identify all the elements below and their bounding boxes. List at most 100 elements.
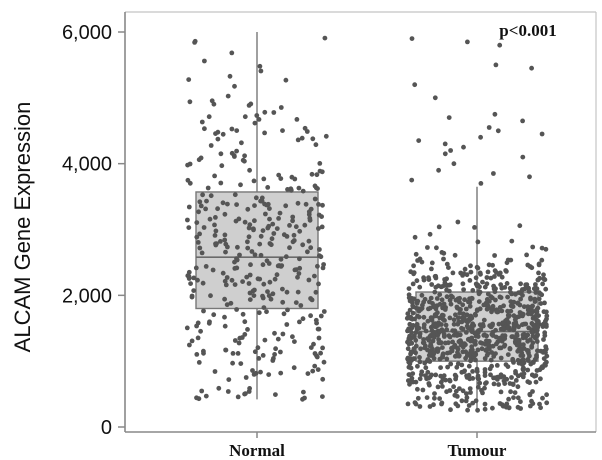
y-tick-label: 2,000 xyxy=(62,285,112,307)
data-point-outlier xyxy=(478,134,483,140)
data-point xyxy=(224,302,230,308)
data-point xyxy=(406,286,412,291)
data-point xyxy=(191,288,197,293)
data-point xyxy=(429,260,435,266)
data-point xyxy=(314,320,319,326)
data-point xyxy=(285,307,290,313)
data-point xyxy=(300,242,306,248)
data-point xyxy=(210,267,216,273)
data-point xyxy=(220,270,226,276)
data-point xyxy=(467,300,473,305)
data-point xyxy=(308,345,314,350)
box-iqr xyxy=(195,191,319,310)
data-point xyxy=(240,279,246,284)
data-point xyxy=(456,353,462,358)
data-point xyxy=(504,260,510,266)
data-point xyxy=(511,299,517,305)
data-point xyxy=(534,309,540,315)
data-point xyxy=(516,290,522,295)
data-point xyxy=(222,237,228,243)
data-point xyxy=(213,228,219,234)
data-point xyxy=(536,296,542,302)
data-point xyxy=(290,218,295,224)
data-point xyxy=(443,322,449,328)
data-point xyxy=(278,370,284,376)
data-point xyxy=(222,232,228,238)
data-point xyxy=(504,269,509,274)
data-point xyxy=(463,355,468,361)
data-point xyxy=(454,394,460,399)
data-point xyxy=(537,401,542,407)
data-point-outlier xyxy=(495,128,501,134)
data-point xyxy=(502,381,508,386)
data-point xyxy=(455,315,461,321)
data-point xyxy=(505,352,511,357)
data-point xyxy=(281,311,287,317)
data-point xyxy=(444,327,450,333)
data-point xyxy=(492,253,497,258)
data-point xyxy=(493,334,499,340)
data-point xyxy=(283,254,289,260)
data-point xyxy=(220,131,226,137)
data-point xyxy=(313,289,319,295)
data-point xyxy=(447,315,453,321)
data-point xyxy=(515,395,521,401)
data-point xyxy=(417,284,423,290)
data-point xyxy=(214,241,219,247)
data-point xyxy=(534,339,540,344)
data-point xyxy=(500,333,506,338)
data-point-outlier xyxy=(442,151,448,157)
data-point xyxy=(527,353,532,359)
data-point xyxy=(538,376,543,382)
data-point xyxy=(498,355,504,361)
data-point xyxy=(186,77,192,82)
data-point xyxy=(261,176,267,182)
data-point xyxy=(423,328,429,334)
data-point xyxy=(262,130,267,136)
data-point xyxy=(274,272,280,278)
data-point xyxy=(296,271,302,276)
data-point xyxy=(505,294,510,300)
data-point xyxy=(301,389,306,395)
data-point xyxy=(186,204,192,210)
data-point xyxy=(440,345,445,350)
data-point xyxy=(405,356,410,362)
data-point xyxy=(469,295,475,301)
data-point xyxy=(478,340,483,346)
data-point xyxy=(237,252,242,258)
data-point xyxy=(278,176,284,182)
data-point xyxy=(532,325,538,330)
data-point xyxy=(530,333,536,339)
data-point xyxy=(186,269,192,275)
data-point xyxy=(457,295,462,301)
data-point xyxy=(511,313,517,319)
data-point xyxy=(470,369,475,374)
data-point xyxy=(292,176,298,182)
data-point xyxy=(472,330,477,336)
data-point xyxy=(497,345,502,351)
data-point xyxy=(444,389,449,395)
data-point xyxy=(542,277,548,283)
data-point xyxy=(526,325,532,331)
data-point xyxy=(544,400,550,406)
data-point xyxy=(223,347,229,353)
data-point xyxy=(222,278,228,284)
data-point xyxy=(504,281,510,286)
data-point xyxy=(255,276,261,282)
data-point xyxy=(452,252,458,258)
data-point xyxy=(291,232,297,238)
data-point xyxy=(529,265,535,271)
data-point xyxy=(308,296,313,301)
data-point xyxy=(417,404,423,409)
data-point xyxy=(407,321,413,327)
data-point xyxy=(454,304,460,310)
data-point xyxy=(521,371,527,377)
data-point-outlier xyxy=(520,118,525,124)
data-point xyxy=(203,393,209,399)
data-point xyxy=(461,311,466,317)
data-point xyxy=(535,332,540,337)
data-point xyxy=(472,338,478,344)
data-point xyxy=(304,129,310,134)
data-point xyxy=(453,388,459,394)
data-point xyxy=(251,293,257,298)
